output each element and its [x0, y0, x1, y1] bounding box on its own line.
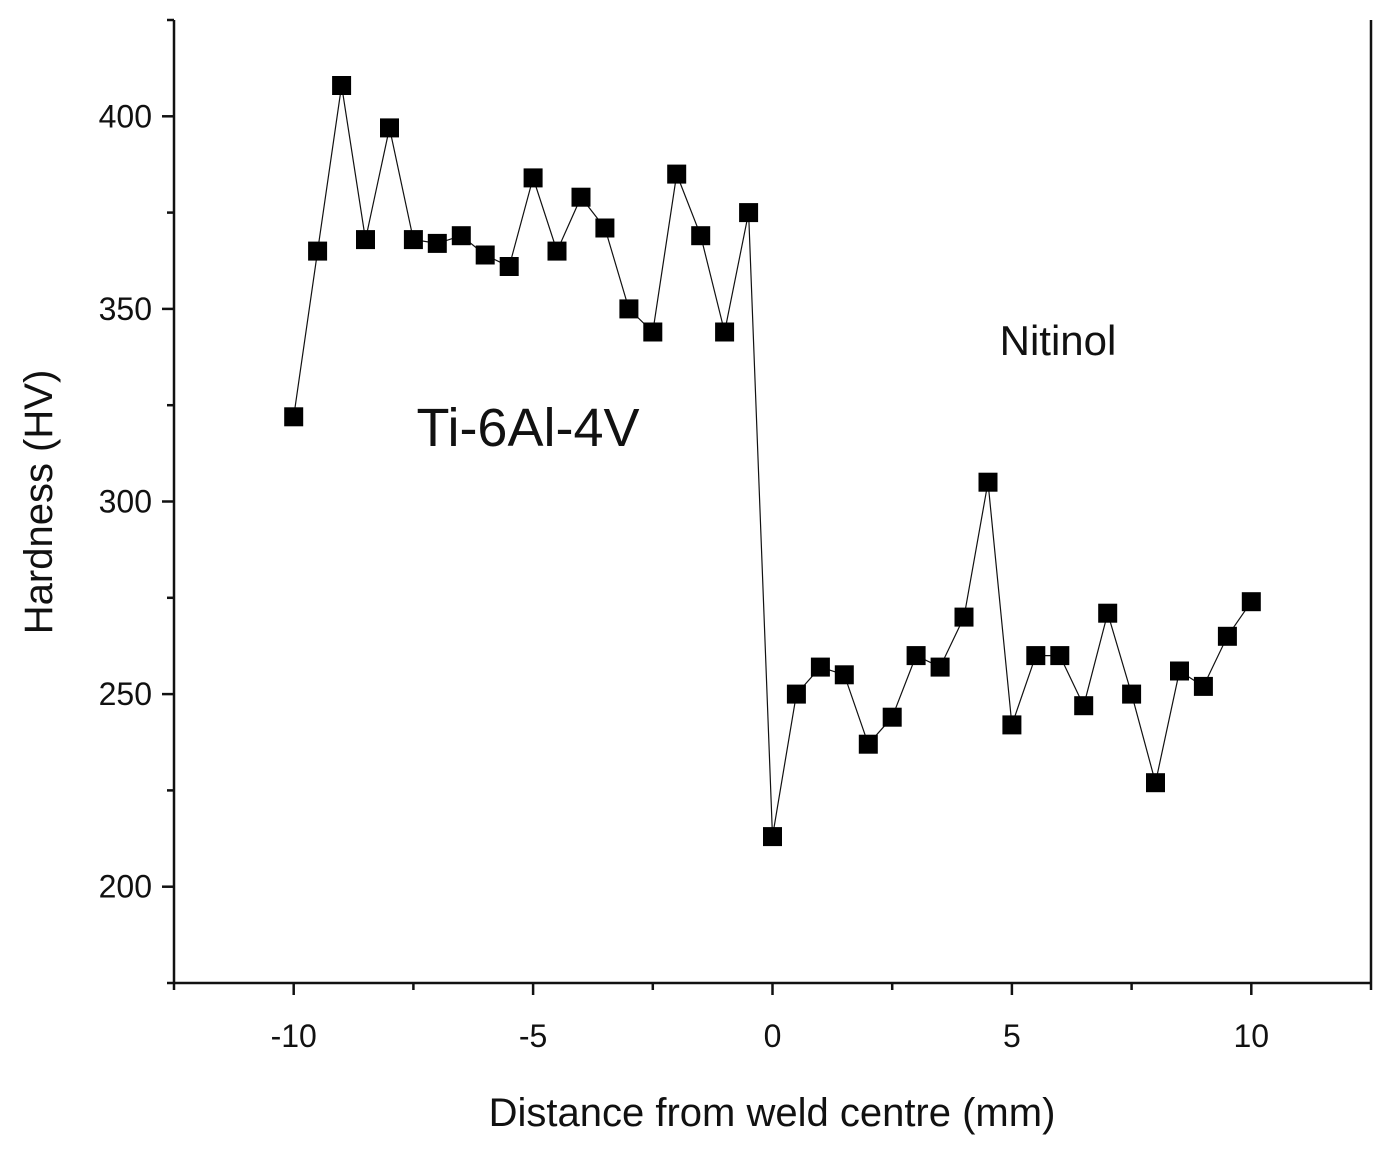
- y-tick-label: 350: [99, 291, 152, 327]
- data-point-marker: [667, 164, 687, 184]
- data-point-marker: [308, 241, 328, 261]
- data-point-marker: [715, 322, 735, 342]
- x-tick-label: 5: [1003, 1018, 1021, 1054]
- x-tick-label: 0: [764, 1018, 782, 1054]
- y-tick-label: 400: [99, 98, 152, 134]
- data-point-marker: [739, 203, 759, 223]
- data-point-marker: [1026, 646, 1046, 666]
- data-point-marker: [882, 707, 902, 727]
- data-point-marker: [380, 118, 399, 138]
- data-point-marker: [906, 646, 926, 666]
- marker-layer: [284, 76, 1261, 847]
- data-point-marker: [1241, 592, 1261, 612]
- data-point-marker: [810, 657, 830, 677]
- data-point-marker: [786, 684, 806, 704]
- data-point-marker: [954, 607, 974, 627]
- data-point-marker: [356, 230, 375, 250]
- x-tick-label: -5: [519, 1018, 547, 1054]
- data-point-marker: [691, 226, 711, 246]
- data-point-marker: [930, 657, 950, 677]
- data-point-marker: [547, 241, 567, 261]
- x-tick-label: -10: [271, 1018, 317, 1054]
- data-point-marker: [619, 299, 639, 319]
- data-point-marker: [1002, 715, 1022, 735]
- data-point-marker: [1146, 773, 1165, 793]
- data-point-marker: [284, 407, 304, 427]
- data-point-marker: [332, 76, 352, 95]
- data-point-marker: [1074, 696, 1094, 716]
- data-point-marker: [834, 665, 854, 685]
- series-layer: [293, 85, 1252, 837]
- data-point-marker: [643, 322, 663, 342]
- data-point-marker: [1193, 676, 1213, 696]
- x-axis-title: Distance from weld centre (mm): [489, 1091, 1056, 1135]
- data-point-marker: [1098, 603, 1118, 623]
- y-tick-label: 200: [99, 869, 152, 905]
- data-point-marker: [1122, 684, 1142, 704]
- annotation-ti6al4v: Ti-6Al-4V: [416, 398, 639, 458]
- y-tick-label: 250: [99, 676, 152, 712]
- annotation-nitinol: Nitinol: [1000, 317, 1117, 364]
- data-point-marker: [475, 245, 495, 265]
- data-point-marker: [595, 218, 615, 238]
- data-point-marker: [499, 257, 519, 276]
- data-point-marker: [1170, 661, 1189, 681]
- data-point-marker: [1217, 626, 1237, 646]
- data-point-marker: [403, 230, 423, 250]
- x-tick-label: 10: [1234, 1018, 1270, 1054]
- x-axis-ticks: -10 -5 0 5 10: [172, 983, 1373, 1054]
- data-point-marker: [978, 472, 998, 492]
- y-axis-title: Hardness (HV): [17, 370, 61, 635]
- data-point-marker: [523, 168, 543, 188]
- data-point-marker: [427, 233, 447, 253]
- data-point-marker: [1050, 646, 1070, 666]
- data-point-marker: [571, 187, 591, 207]
- y-axis-ticks: 200 250 300 350 400: [99, 18, 174, 985]
- series-line: [293, 85, 1252, 837]
- data-point-marker: [763, 827, 782, 847]
- data-point-marker: [858, 734, 878, 754]
- data-point-marker: [451, 226, 471, 246]
- y-tick-label: 300: [99, 484, 152, 520]
